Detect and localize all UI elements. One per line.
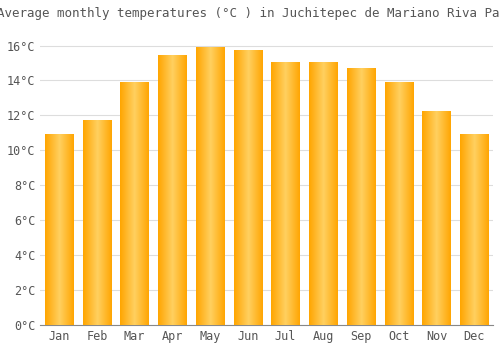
Title: Average monthly temperatures (°C ) in Juchitepec de Mariano Riva Palacio: Average monthly temperatures (°C ) in Ju… <box>0 7 500 20</box>
